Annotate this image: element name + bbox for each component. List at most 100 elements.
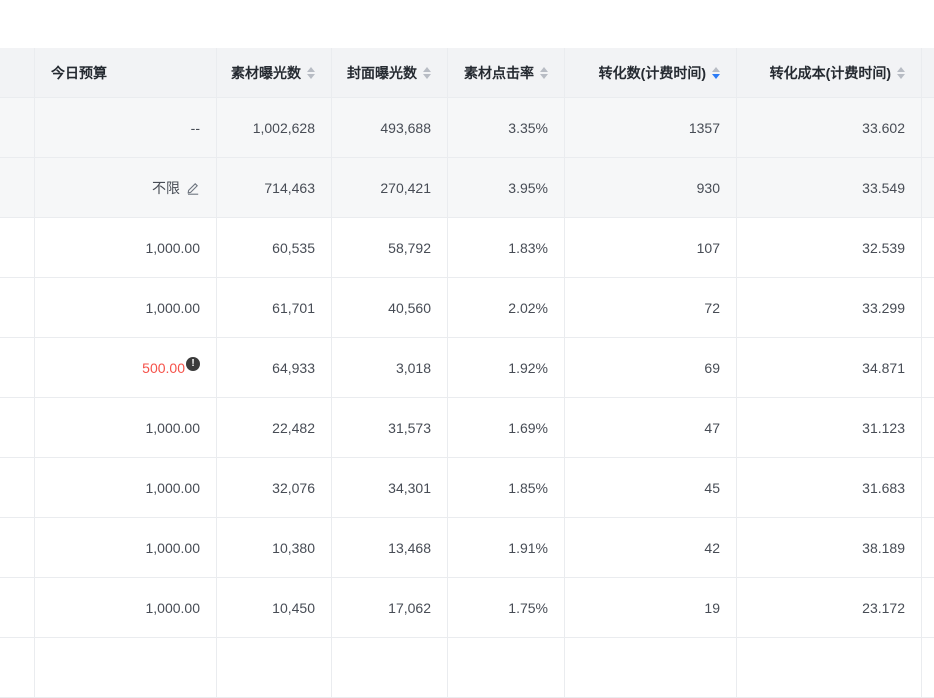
cell-cover-impressions: [332, 638, 448, 697]
cell-conversions: 45: [565, 458, 737, 517]
budget-value-warning: 500.00: [142, 359, 185, 376]
table-row-partial: [0, 638, 934, 698]
cell-conversions: 107: [565, 218, 737, 277]
ad-platform-data-table-screen: 今日预算 素材曝光数 封面曝光数 素材点击率 转化数(计费时间): [0, 48, 934, 698]
cell-material-impressions: 60,535: [217, 218, 332, 277]
cell-conversion-cost: 33.299: [737, 278, 922, 337]
cell-conversions: [565, 638, 737, 697]
col-header-conversion-cost[interactable]: 转化成本(计费时间): [737, 48, 922, 97]
cell-material-ctr: 1.92%: [448, 338, 565, 397]
frozen-col-spacer: [0, 518, 35, 577]
col-header-budget: 今日预算: [35, 48, 217, 97]
cell-conversion-cost: 33.549: [737, 158, 922, 217]
cell-cover-impressions: 58,792: [332, 218, 448, 277]
table-row: 1,000.00 60,535 58,792 1.83% 107 32.539: [0, 218, 934, 278]
budget-value: 1,000.00: [145, 239, 201, 256]
cell-material-impressions: 1,002,628: [217, 98, 332, 157]
sort-caret-icon: [897, 66, 905, 79]
pencil-icon[interactable]: [186, 181, 200, 195]
cell-material-impressions: 714,463: [217, 158, 332, 217]
cell-conversion-cost: 31.123: [737, 398, 922, 457]
cell-material-impressions: 10,380: [217, 518, 332, 577]
overflow-col-spacer: [922, 218, 934, 277]
col-header-cover-impressions[interactable]: 封面曝光数: [332, 48, 448, 97]
table-body: -- 1,002,628 493,688 3.35% 1357 33.602 不…: [0, 98, 934, 698]
cell-cover-impressions: 34,301: [332, 458, 448, 517]
frozen-col-spacer: [0, 98, 35, 157]
cell-material-impressions: 61,701: [217, 278, 332, 337]
overflow-col-spacer: [922, 98, 934, 157]
overflow-col-spacer: [922, 338, 934, 397]
budget-value: --: [190, 119, 200, 136]
cell-budget: 1,000.00: [35, 458, 217, 517]
frozen-col-spacer: [0, 398, 35, 457]
cell-material-impressions: 64,933: [217, 338, 332, 397]
cell-conversion-cost: 38.189: [737, 518, 922, 577]
cell-material-ctr: [448, 638, 565, 697]
cell-conversions: 47: [565, 398, 737, 457]
frozen-col-spacer: [0, 638, 35, 697]
cell-material-ctr: 1.85%: [448, 458, 565, 517]
overflow-col-spacer: [922, 48, 934, 97]
cell-material-impressions: 10,450: [217, 578, 332, 637]
cell-cover-impressions: 40,560: [332, 278, 448, 337]
budget-value: 1,000.00: [145, 479, 201, 496]
cell-conversions: 72: [565, 278, 737, 337]
col-header-material-ctr[interactable]: 素材点击率: [448, 48, 565, 97]
col-header-label: 转化成本(计费时间): [769, 64, 891, 81]
summary-row: 不限 714,463 270,421 3.95% 930 33.549: [0, 158, 934, 218]
cell-conversion-cost: 34.871: [737, 338, 922, 397]
frozen-col-spacer: [0, 578, 35, 637]
cell-material-impressions: 22,482: [217, 398, 332, 457]
cell-cover-impressions: 493,688: [332, 98, 448, 157]
cell-budget: 1,000.00: [35, 518, 217, 577]
overflow-col-spacer: [922, 278, 934, 337]
cell-cover-impressions: 17,062: [332, 578, 448, 637]
cell-material-ctr: 1.83%: [448, 218, 565, 277]
cell-material-impressions: 32,076: [217, 458, 332, 517]
table-header: 今日预算 素材曝光数 封面曝光数 素材点击率 转化数(计费时间): [0, 48, 934, 98]
cell-budget: 500.00 !: [35, 338, 217, 397]
col-header-label: 封面曝光数: [347, 64, 417, 81]
col-header-label: 素材点击率: [464, 64, 534, 81]
cell-conversion-cost: 33.602: [737, 98, 922, 157]
cell-budget: [35, 638, 217, 697]
cell-budget: 1,000.00: [35, 278, 217, 337]
table-row: 1,000.00 10,380 13,468 1.91% 42 38.189: [0, 518, 934, 578]
frozen-col-spacer: [0, 278, 35, 337]
cell-budget: 不限: [35, 158, 217, 217]
col-header-label: 素材曝光数: [231, 64, 301, 81]
cell-material-ctr: 1.91%: [448, 518, 565, 577]
cell-budget: 1,000.00: [35, 578, 217, 637]
frozen-col-spacer: [0, 338, 35, 397]
cell-conversions: 42: [565, 518, 737, 577]
cell-cover-impressions: 270,421: [332, 158, 448, 217]
cell-budget: 1,000.00: [35, 398, 217, 457]
summary-row: -- 1,002,628 493,688 3.35% 1357 33.602: [0, 98, 934, 158]
col-header-conversions[interactable]: 转化数(计费时间): [565, 48, 737, 97]
cell-conversion-cost: 32.539: [737, 218, 922, 277]
overflow-col-spacer: [922, 158, 934, 217]
cell-conversion-cost: [737, 638, 922, 697]
table-row: 1,000.00 22,482 31,573 1.69% 47 31.123: [0, 398, 934, 458]
ads-data-table: 今日预算 素材曝光数 封面曝光数 素材点击率 转化数(计费时间): [0, 48, 934, 698]
cell-cover-impressions: 13,468: [332, 518, 448, 577]
col-header-label: 今日预算: [51, 64, 107, 81]
frozen-col-spacer: [0, 158, 35, 217]
overflow-col-spacer: [922, 638, 934, 697]
table-row: 1,000.00 32,076 34,301 1.85% 45 31.683: [0, 458, 934, 518]
exclamation-circle-icon[interactable]: !: [186, 356, 200, 371]
cell-material-ctr: 2.02%: [448, 278, 565, 337]
frozen-col-spacer: [0, 458, 35, 517]
col-header-material-impressions[interactable]: 素材曝光数: [217, 48, 332, 97]
cell-cover-impressions: 3,018: [332, 338, 448, 397]
cell-material-ctr: 1.69%: [448, 398, 565, 457]
budget-value: 1,000.00: [145, 299, 201, 316]
cell-budget: 1,000.00: [35, 218, 217, 277]
cell-material-impressions: [217, 638, 332, 697]
frozen-col-spacer: [0, 48, 35, 97]
sort-caret-icon: [540, 66, 548, 79]
cell-cover-impressions: 31,573: [332, 398, 448, 457]
overflow-col-spacer: [922, 398, 934, 457]
sort-caret-icon-active-desc: [712, 66, 720, 79]
